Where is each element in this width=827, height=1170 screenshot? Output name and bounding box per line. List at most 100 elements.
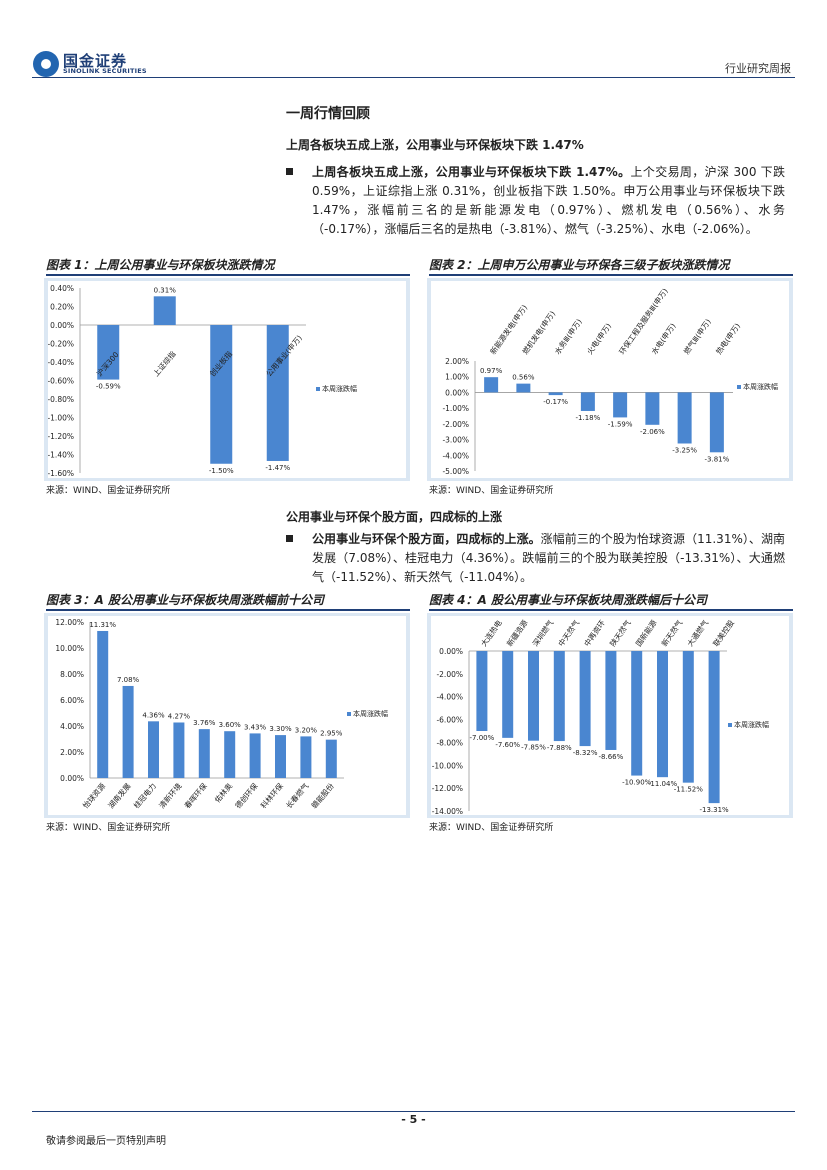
y-tick-label: 0.40% <box>50 284 74 293</box>
bar <box>708 651 720 804</box>
bar <box>484 377 499 393</box>
legend-swatch <box>728 723 732 727</box>
header-divider <box>32 77 795 78</box>
category-label: 热电(申万) <box>713 321 742 356</box>
category-label: 新天然气 <box>659 617 685 648</box>
subtitle-1: 上周各板块五成上涨，公用事业与环保板块下跌 1.47% <box>286 138 584 152</box>
y-tick-label: -4.00% <box>442 451 469 460</box>
y-tick-label: 0.00% <box>439 647 463 656</box>
figure-3-title: 图表 3：A 股公用事业与环保板块周涨跌幅前十公司 <box>46 591 410 611</box>
bar <box>476 651 488 731</box>
data-label: 4.36% <box>142 711 165 719</box>
bar <box>709 392 724 453</box>
data-label: 3.20% <box>295 726 318 734</box>
category-label: 水电(申万) <box>649 321 678 356</box>
data-label: 3.76% <box>193 719 216 727</box>
data-label: -10.90% <box>622 779 652 787</box>
bar <box>210 325 233 464</box>
y-tick-label: -1.40% <box>48 451 74 460</box>
category-label: 佑林奥 <box>212 780 234 804</box>
legend-label: 本周涨跌幅 <box>743 382 778 391</box>
bar <box>657 651 668 778</box>
y-tick-label: -1.00% <box>442 404 469 413</box>
data-label: -11.52% <box>674 786 704 794</box>
bar <box>148 721 159 778</box>
figure-1-source: 来源：WIND、国金证券研究所 <box>46 486 171 496</box>
y-tick-label: -1.00% <box>48 414 74 423</box>
data-label: 0.31% <box>154 286 177 294</box>
category-label: 怡球资源 <box>80 780 107 810</box>
category-label: 春晖环保 <box>182 780 209 810</box>
data-label: -2.06% <box>640 428 665 436</box>
category-label: 上证综指 <box>151 348 178 378</box>
bar <box>97 325 120 380</box>
bar <box>325 739 337 778</box>
y-tick-label: -5.00% <box>442 467 469 476</box>
bullet-text-1: 上个交易周，沪深 300 下跌 0.59%，上证综指上涨 0.31%，创业板指下… <box>312 165 785 236</box>
y-tick-label: -10.00% <box>432 761 463 770</box>
data-label: 3.43% <box>244 723 267 731</box>
figure-4-title: 图表 4：A 股公用事业与环保板块周涨跌幅后十公司 <box>429 591 793 611</box>
legend-swatch <box>347 712 351 716</box>
category-label: 大连热电 <box>478 617 504 648</box>
bar <box>275 735 286 778</box>
data-label: -7.88% <box>547 744 572 752</box>
y-tick-label: -8.00% <box>436 738 463 747</box>
data-label: -7.60% <box>495 741 520 749</box>
y-tick-label: 2.00% <box>60 748 84 757</box>
y-tick-label: 6.00% <box>60 696 84 705</box>
y-tick-label: -6.00% <box>436 716 463 725</box>
bar <box>224 731 236 778</box>
logo-icon <box>33 51 59 77</box>
bar <box>122 685 134 778</box>
data-label: -13.31% <box>699 806 729 814</box>
category-label: 燃气Ⅲ(申万) <box>681 317 713 356</box>
y-tick-label: 0.20% <box>50 303 74 312</box>
y-tick-label: -3.00% <box>442 436 469 445</box>
figure-1-title: 图表 1：上周公用事业与环保板块涨跌情况 <box>46 256 410 276</box>
category-label: 水务Ⅲ(申万) <box>552 317 584 356</box>
bar <box>249 733 261 778</box>
bar <box>645 392 660 425</box>
bar <box>516 383 531 393</box>
category-label: 科林环保 <box>258 780 285 810</box>
y-tick-label: -12.00% <box>432 784 463 793</box>
y-tick-label: -1.20% <box>48 432 74 441</box>
category-label: 燃机发电(申万) <box>520 309 557 356</box>
data-label: -8.32% <box>573 749 598 757</box>
bar <box>502 651 514 738</box>
data-label: -3.81% <box>704 455 729 463</box>
bullet-paragraph-2: 公用事业与环保个股方面，四成标的上涨。涨幅前三的个股为怡球资源（11.31%）、… <box>286 530 785 590</box>
page-number: - 5 - <box>401 1113 426 1126</box>
bullet-bold-2: 公用事业与环保个股方面，四成标的上涨。 <box>312 532 541 546</box>
y-tick-label: 4.00% <box>60 722 84 731</box>
category-label: 湖南发展 <box>106 780 133 810</box>
y-tick-label: 2.00% <box>445 357 469 366</box>
y-tick-label: -2.00% <box>436 670 463 679</box>
category-label: 火电(申万) <box>584 321 613 356</box>
data-label: 4.27% <box>168 712 191 720</box>
y-tick-label: 8.00% <box>60 670 84 679</box>
data-label: -11.04% <box>648 780 678 788</box>
figure-2-source: 来源：WIND、国金证券研究所 <box>429 486 554 496</box>
figure-1-frame: 0.40% 0.20% 0.00% -0.20% -0.40% -0.60% -0.80% -… <box>44 278 410 481</box>
y-tick-label: 12.00% <box>55 618 84 627</box>
data-label: -3.25% <box>672 447 697 455</box>
report-type: 行业研究周报 <box>725 62 791 75</box>
category-label: 长春燃气 <box>283 780 310 810</box>
category-label: 联美控股 <box>711 617 737 648</box>
bar <box>198 729 210 778</box>
figure-2-frame: 2.00% 1.00% 0.00% -1.00% -2.00% -3.00% -4.00% -… <box>427 278 793 481</box>
legend-label: 本周涨跌幅 <box>322 384 357 393</box>
figure-4-source: 来源：WIND、国金证券研究所 <box>429 823 554 833</box>
data-label: 7.08% <box>117 676 140 684</box>
data-label: 3.30% <box>269 725 292 733</box>
y-tick-label: -1.60% <box>48 469 74 478</box>
data-label: -1.18% <box>575 414 600 422</box>
bar <box>631 651 643 776</box>
category-label: 深圳燃气 <box>530 617 556 648</box>
category-label: 新疆浩源 <box>504 617 530 648</box>
y-tick-label: -4.00% <box>436 693 463 702</box>
category-label: 中天然气 <box>556 617 582 648</box>
bar <box>300 736 312 778</box>
